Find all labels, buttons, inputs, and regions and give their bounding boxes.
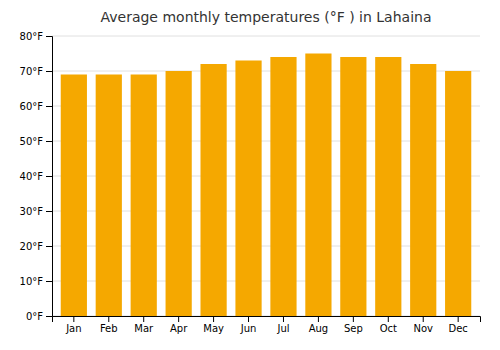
x-tick-mark (353, 316, 354, 322)
grid (52, 36, 480, 316)
x-tick: Feb (100, 316, 118, 334)
x-tick: Jun (240, 316, 257, 334)
bar (200, 64, 226, 316)
x-tick: May (203, 316, 224, 334)
bar (375, 57, 401, 316)
bar (445, 71, 471, 316)
bar (305, 54, 331, 317)
bars (61, 54, 472, 317)
y-tick: 60°F (20, 101, 52, 112)
x-tick-mark (388, 316, 389, 322)
y-tick: 80°F (20, 31, 52, 42)
y-tick-label: 40°F (20, 171, 44, 182)
x-tick-label: Mar (134, 323, 154, 334)
y-tick-label: 30°F (20, 206, 44, 217)
x-tick-mark (318, 316, 319, 322)
bar (340, 57, 366, 316)
y-tick-mark (46, 316, 52, 317)
bar (235, 61, 261, 317)
x-axis: Jan Feb Mar Apr May Jun Jul Aug Sep Oct Nov Dec (53, 316, 481, 334)
x-tick-mark (213, 316, 214, 322)
x-tick-label: Feb (100, 323, 118, 334)
y-tick-label: 80°F (20, 31, 44, 42)
x-tick-label: Sep (344, 323, 363, 334)
x-tick: Oct (380, 316, 397, 334)
x-tick-label: Aug (309, 323, 329, 334)
y-tick: 70°F (20, 66, 52, 77)
bar (131, 75, 157, 317)
x-tick-mark (283, 316, 284, 322)
x-axis-line (53, 317, 481, 323)
x-tick: Dec (448, 316, 467, 334)
x-tick-label: Jan (65, 323, 81, 334)
bar (96, 75, 122, 317)
x-tick-label: Apr (170, 323, 188, 334)
x-tick: Nov (413, 316, 433, 334)
y-tick-label: 20°F (20, 241, 44, 252)
y-tick: 40°F (20, 171, 52, 182)
y-tick: 50°F (20, 136, 52, 147)
y-tick-mark (46, 71, 52, 72)
y-tick-mark (46, 106, 52, 107)
y-tick-label: 60°F (20, 101, 44, 112)
grid-line (52, 36, 480, 37)
y-tick-label: 10°F (20, 276, 44, 287)
x-tick-label: Oct (380, 323, 397, 334)
x-tick-mark (143, 316, 144, 322)
x-tick-label: May (203, 323, 224, 334)
x-tick: Apr (170, 316, 188, 334)
x-tick: Aug (309, 316, 329, 334)
bar (270, 57, 296, 316)
bar (61, 75, 87, 317)
y-tick-mark (46, 176, 52, 177)
y-tick-mark (46, 211, 52, 212)
x-tick-mark (108, 316, 109, 322)
y-tick-label: 0°F (26, 311, 43, 322)
y-tick: 0°F (26, 311, 52, 322)
x-tick: Jan (65, 316, 81, 334)
x-tick-label: Jul (276, 323, 289, 334)
x-tick: Jul (276, 316, 289, 334)
y-tick-label: 70°F (20, 66, 44, 77)
x-tick-label: Jun (240, 323, 257, 334)
x-tick-mark (178, 316, 179, 322)
x-tick-label: Dec (448, 323, 467, 334)
y-axis-line (46, 37, 53, 317)
y-tick-mark (46, 141, 52, 142)
x-tick-label: Nov (413, 323, 433, 334)
y-tick-mark (46, 36, 52, 37)
plot: 0°F 10°F 20°F 30°F 40°F 50°F 60°F 70°F 80°F Jan Fe… (20, 31, 481, 334)
y-tick: 30°F (20, 206, 52, 217)
y-axis: 0°F 10°F 20°F 30°F 40°F 50°F 60°F 70°F 80°F (20, 31, 53, 322)
title: Average monthly temperatures (°F ) in La… (100, 9, 431, 25)
x-tick: Sep (344, 316, 363, 334)
y-tick: 20°F (20, 241, 52, 252)
y-tick-label: 50°F (20, 136, 44, 147)
y-tick-mark (46, 281, 52, 282)
chart: 0°F 10°F 20°F 30°F 40°F 50°F 60°F 70°F 80°F Jan Fe… (0, 0, 500, 350)
x-tick-mark (458, 316, 459, 322)
y-tick: 10°F (20, 276, 52, 287)
y-tick-mark (46, 246, 52, 247)
bar (410, 64, 436, 316)
x-tick-mark (423, 316, 424, 322)
bar (166, 71, 192, 316)
x-tick-mark (248, 316, 249, 322)
x-tick-mark (73, 316, 74, 322)
x-tick: Mar (134, 316, 154, 334)
